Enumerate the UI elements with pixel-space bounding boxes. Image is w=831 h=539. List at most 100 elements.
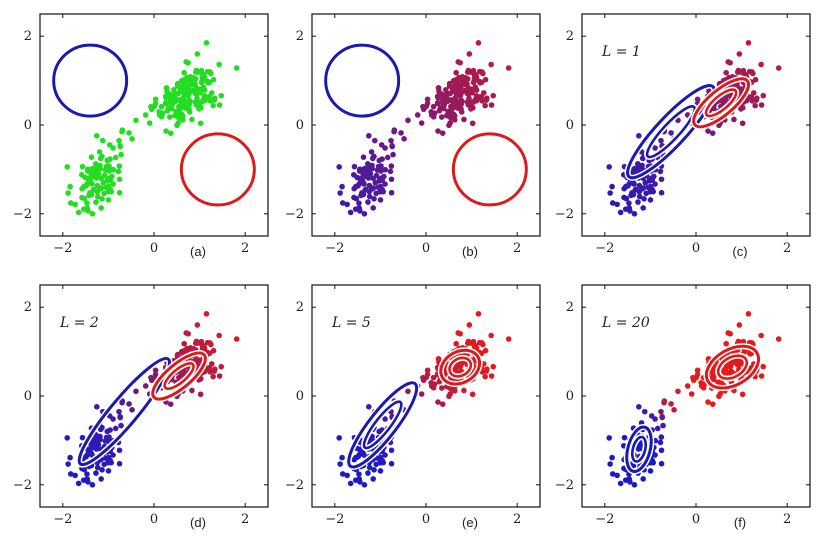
x-tick-label: −2 [325, 512, 344, 527]
data-point [110, 145, 116, 151]
data-point [475, 311, 482, 317]
data-point [461, 80, 467, 86]
data-point [447, 120, 453, 126]
data-point [210, 76, 217, 83]
red-inner-contour [448, 356, 473, 378]
data-point [183, 59, 189, 65]
data-point [233, 336, 240, 342]
data-point [435, 85, 442, 91]
data-point [443, 86, 449, 93]
data-point [621, 194, 627, 201]
data-point [371, 196, 377, 202]
data-point [466, 322, 473, 328]
data-point [90, 187, 97, 193]
data-point [84, 205, 91, 211]
panel-6: −2 0 2 2 0 −2 L = 20 (f) [555, 284, 811, 530]
data-point [79, 434, 86, 441]
data-point [94, 193, 101, 200]
data-point [116, 460, 123, 467]
y-tick-label: −2 [285, 207, 304, 222]
data-point [405, 388, 411, 395]
data-point [358, 178, 365, 184]
red-component-contour [451, 132, 528, 207]
data-point [356, 205, 363, 211]
data-point [75, 480, 82, 487]
data-point [351, 194, 357, 201]
data-point [609, 471, 616, 477]
data-point [652, 452, 658, 458]
data-point [387, 168, 394, 175]
data-point [505, 65, 512, 71]
x-tick-label: −2 [53, 241, 72, 256]
data-point [635, 164, 642, 170]
data-point [373, 461, 379, 468]
data-point [482, 102, 488, 109]
data-point [116, 447, 123, 454]
data-point [96, 149, 103, 155]
data-point [194, 322, 201, 328]
data-point [86, 449, 93, 455]
data-point [705, 399, 711, 405]
data-point [371, 467, 377, 473]
data-point [607, 190, 613, 196]
panel-4: −2 0 2 2 0 −2 L = 2 (d) [13, 284, 269, 530]
panel-label: (d) [190, 515, 206, 530]
data-point [102, 167, 109, 173]
data-point [450, 77, 457, 84]
data-point [233, 65, 240, 71]
data-point [93, 175, 100, 181]
data-point [700, 384, 707, 391]
data-point [107, 156, 113, 162]
data-point [337, 461, 343, 467]
data-point [115, 168, 122, 175]
data-point [189, 116, 195, 123]
data-point [67, 200, 74, 206]
data-point [167, 94, 174, 100]
x-tick-label: 2 [241, 512, 249, 527]
data-point [203, 311, 210, 317]
data-point [439, 94, 446, 100]
data-point [643, 190, 649, 197]
x-tick-label: 2 [783, 512, 791, 527]
y-tick-label: 0 [296, 389, 304, 404]
data-point [187, 74, 193, 81]
data-point [684, 383, 691, 389]
data-point [107, 177, 114, 183]
data-point [473, 93, 480, 99]
data-point [89, 482, 96, 488]
data-point [94, 464, 101, 471]
data-point [606, 435, 613, 441]
data-point [210, 347, 217, 354]
data-point [617, 209, 624, 216]
data-point [368, 149, 375, 155]
data-point [347, 480, 354, 487]
data-point [72, 472, 78, 479]
data-point [438, 114, 445, 120]
data-point [379, 156, 385, 162]
data-point [181, 340, 187, 347]
data-point [64, 435, 71, 441]
plot-frame [581, 284, 811, 508]
data-point [72, 201, 78, 208]
data-point [178, 348, 185, 355]
data-point [418, 120, 425, 126]
data-point [723, 69, 729, 76]
data-point [745, 311, 752, 317]
data-point [488, 61, 494, 68]
data-point [749, 340, 755, 346]
data-point [142, 112, 149, 118]
data-point [471, 75, 478, 82]
data-point [97, 155, 104, 162]
data-point [652, 145, 658, 151]
y-tick-label: −2 [13, 478, 32, 493]
data-point [430, 384, 437, 391]
data-point [752, 76, 759, 83]
data-point [636, 403, 642, 410]
data-point [347, 209, 354, 216]
y-tick-label: −2 [555, 478, 574, 493]
y-tick-label: −2 [285, 478, 304, 493]
data-point [166, 114, 173, 120]
blue-component-contour [77, 356, 171, 467]
data-point [647, 197, 654, 203]
